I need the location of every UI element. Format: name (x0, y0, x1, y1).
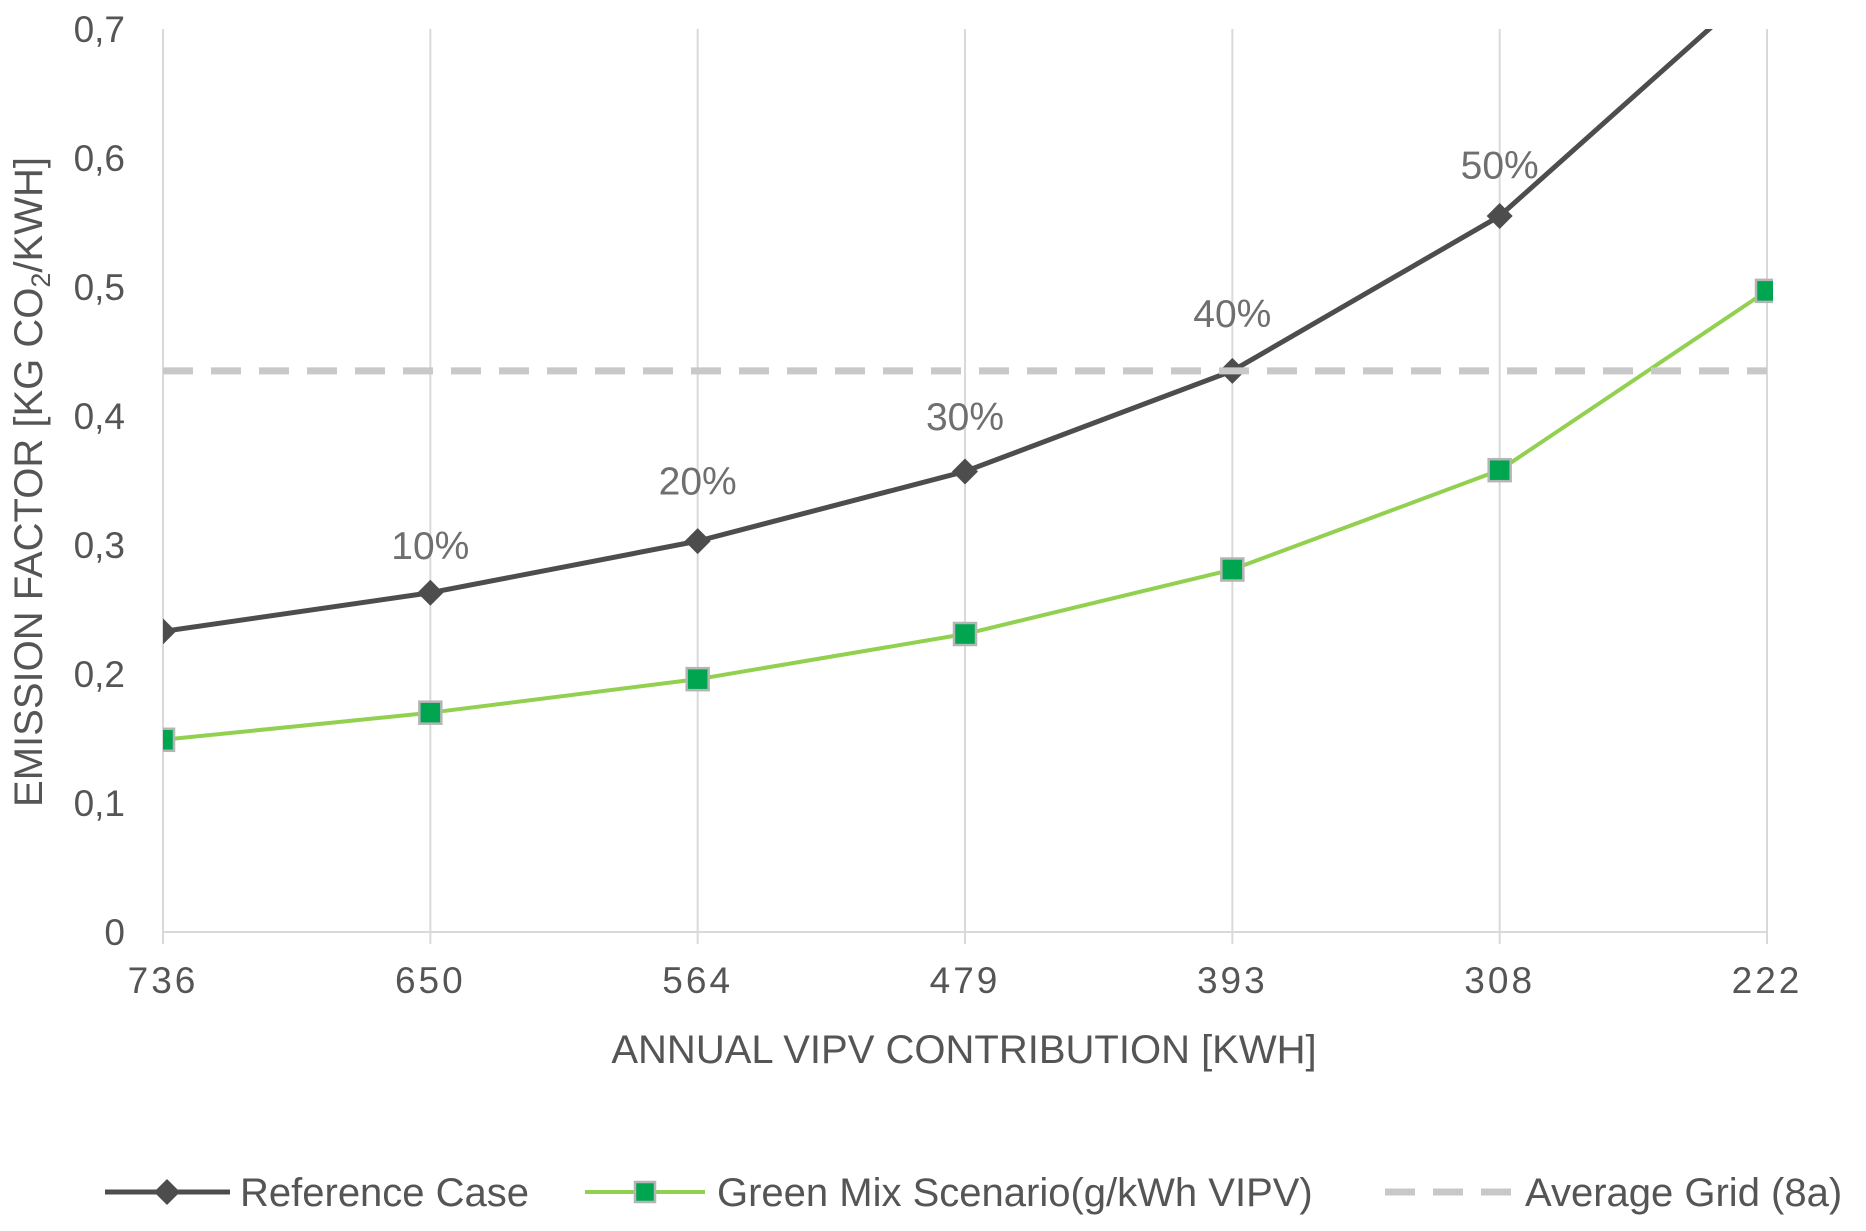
x-tick-label: 308 (1464, 960, 1535, 1001)
percent-label: 10% (391, 525, 469, 568)
green-mix-point-308 (1487, 457, 1512, 483)
x-tick-label: 650 (395, 960, 466, 1001)
x-tick-label: 736 (128, 960, 199, 1001)
legend-label-green-mix: Green Mix Scenario(g/kWh VIPV) (717, 1171, 1313, 1215)
reference-case-point-564 (684, 528, 711, 555)
y-tick-label: 0,4 (74, 396, 125, 437)
x-axis-label: ANNUAL VIPV CONTRIBUTION [KWH] (611, 1028, 1316, 1072)
legend-label-average-grid: Average Grid (8a) (1525, 1171, 1842, 1215)
reference-case-point-650 (417, 579, 444, 606)
x-tick-label: 479 (930, 960, 1001, 1001)
green-mix-point-564 (685, 666, 710, 692)
reference-case-point-736 (163, 618, 176, 645)
y-tick-label: 0,3 (74, 525, 125, 566)
y-tick-label: 0,6 (74, 138, 125, 179)
green-mix-point-393 (1220, 557, 1245, 582)
legend-marker-reference-case (154, 1179, 180, 1205)
green-mix-point-479 (952, 621, 978, 647)
green-mix-point-736 (163, 727, 176, 753)
y-tick-label: 0,2 (74, 654, 125, 695)
y-tick-label: 0,7 (74, 9, 125, 50)
legend-marker-green-mix (633, 1180, 657, 1204)
y-tick-labels: 0 0,1 0,2 0,3 0,4 0,5 0,6 0,7 (74, 9, 125, 953)
x-tick-label: 393 (1197, 960, 1268, 1001)
percent-label: 30% (926, 396, 1004, 439)
percent-label: 20% (659, 461, 737, 504)
y-axis-label: EMISSION FACTOR [KG CO2/KWH] (7, 157, 56, 807)
x-tick-label: 222 (1732, 960, 1803, 1001)
legend-label-reference-case: Reference Case (240, 1171, 529, 1215)
x-tick-labels: 736 650 564 479 393 308 222 (128, 960, 1803, 1001)
axes (162, 29, 1768, 944)
y-tick-label: 0,1 (74, 783, 125, 824)
green-mix-point-222 (1754, 278, 1773, 304)
data-annotations: 10% 20% 30% 40% 50% (391, 144, 1538, 568)
reference-case-point-308 (1486, 203, 1513, 230)
legend: Reference Case Green Mix Scenario(g/kWh V… (105, 1171, 1842, 1215)
green-mix-point-650 (418, 700, 443, 725)
percent-label: 50% (1461, 144, 1539, 187)
percent-label: 40% (1193, 293, 1271, 336)
reference-case-point-479 (952, 458, 978, 485)
gridlines (429, 29, 1768, 932)
series-group (163, 29, 1773, 753)
x-tick-label: 564 (662, 960, 733, 1001)
y-tick-label: 0,5 (74, 267, 125, 308)
y-tick-label: 0 (104, 912, 125, 953)
